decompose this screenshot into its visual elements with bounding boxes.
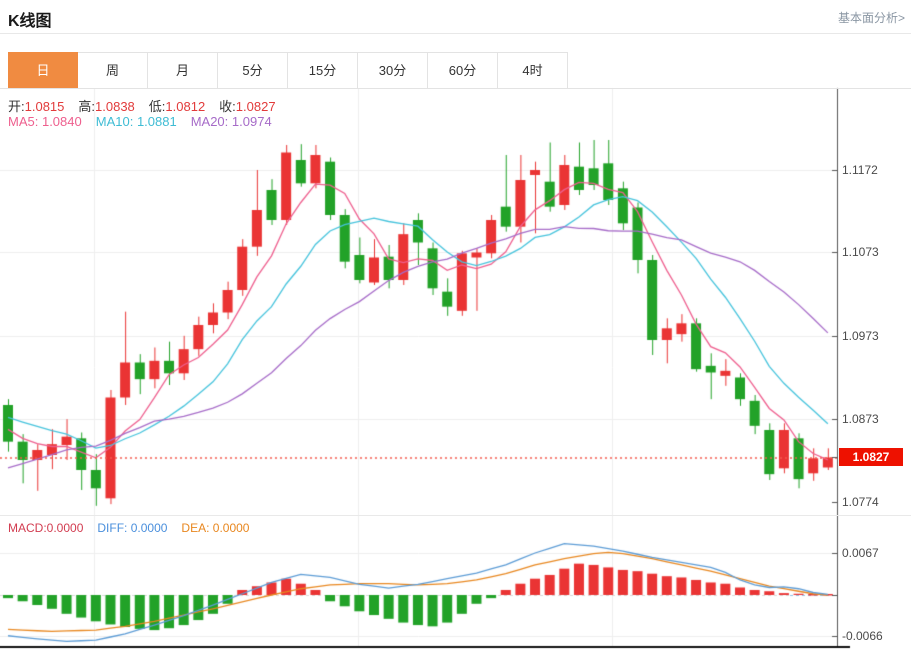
macd-value: 0.0000: [46, 521, 84, 535]
title-divider: [0, 33, 911, 34]
ohlc-info: 开:1.0815 高:1.0838 低:1.0812 收:1.0827: [8, 96, 290, 115]
period-tabbar: 日周月 5分 15分 30分 60分 4时: [8, 52, 568, 88]
fundamental-analysis-link[interactable]: 基本面分析>: [837, 11, 905, 25]
ma5-label: MA5:: [8, 114, 39, 129]
macd-info: MACD:0.0000 DIFF: 0.0000 DEA: 0.0000: [8, 521, 263, 535]
tab-15min[interactable]: 15分: [288, 52, 358, 88]
dea-label: DEA:: [181, 521, 210, 535]
macd-label: MACD:: [8, 521, 47, 535]
dea-value: 0.0000: [212, 521, 250, 535]
ma5-value: 1.0840: [41, 114, 82, 129]
ma-info: MA5: 1.0840 MA10: 1.0881 MA20: 1.0974: [8, 114, 286, 129]
macd-axis-label: -0.0066: [842, 629, 883, 644]
price-axis-label: 1.1172: [842, 163, 878, 177]
high-value: 1.0838: [95, 99, 135, 114]
close-value: 1.0827: [235, 99, 276, 114]
open-label: 开:: [8, 99, 25, 114]
diff-value: 0.0000: [130, 521, 168, 535]
tab-month[interactable]: 月: [148, 52, 218, 88]
high-label: 高:: [78, 99, 96, 114]
price-axis-label: 1.0774: [842, 494, 879, 509]
panel-divider: [0, 515, 911, 516]
macd-axis-label: 0.0067: [842, 546, 879, 560]
ma10-label: MA10:: [95, 114, 134, 129]
ma10-value: 1.0881: [136, 114, 177, 129]
tab-day[interactable]: 日: [8, 52, 78, 88]
tab-5min[interactable]: 5分: [218, 52, 288, 88]
ma20-label: MA20:: [190, 114, 229, 129]
ma20-value: 1.0974: [231, 114, 272, 129]
open-value: 1.0815: [24, 99, 65, 114]
low-label: 低:: [148, 99, 166, 114]
tabbar-divider: [0, 88, 911, 89]
tab-60min[interactable]: 60分: [428, 52, 498, 88]
price-axis-label: 1.0873: [842, 412, 879, 427]
page-title: K线图: [8, 13, 52, 30]
current-price-tag: 1.0827: [839, 448, 903, 467]
price-axis-label: 1.0973: [842, 328, 879, 343]
low-value: 1.0812: [165, 99, 206, 114]
tab-30min[interactable]: 30分: [358, 52, 428, 88]
diff-label: DIFF:: [97, 521, 128, 535]
price-axis-label: 1.1073: [842, 245, 879, 260]
tab-week[interactable]: 周: [78, 52, 148, 88]
close-label: 收:: [219, 99, 236, 114]
tab-4hour[interactable]: 4时: [498, 52, 568, 88]
